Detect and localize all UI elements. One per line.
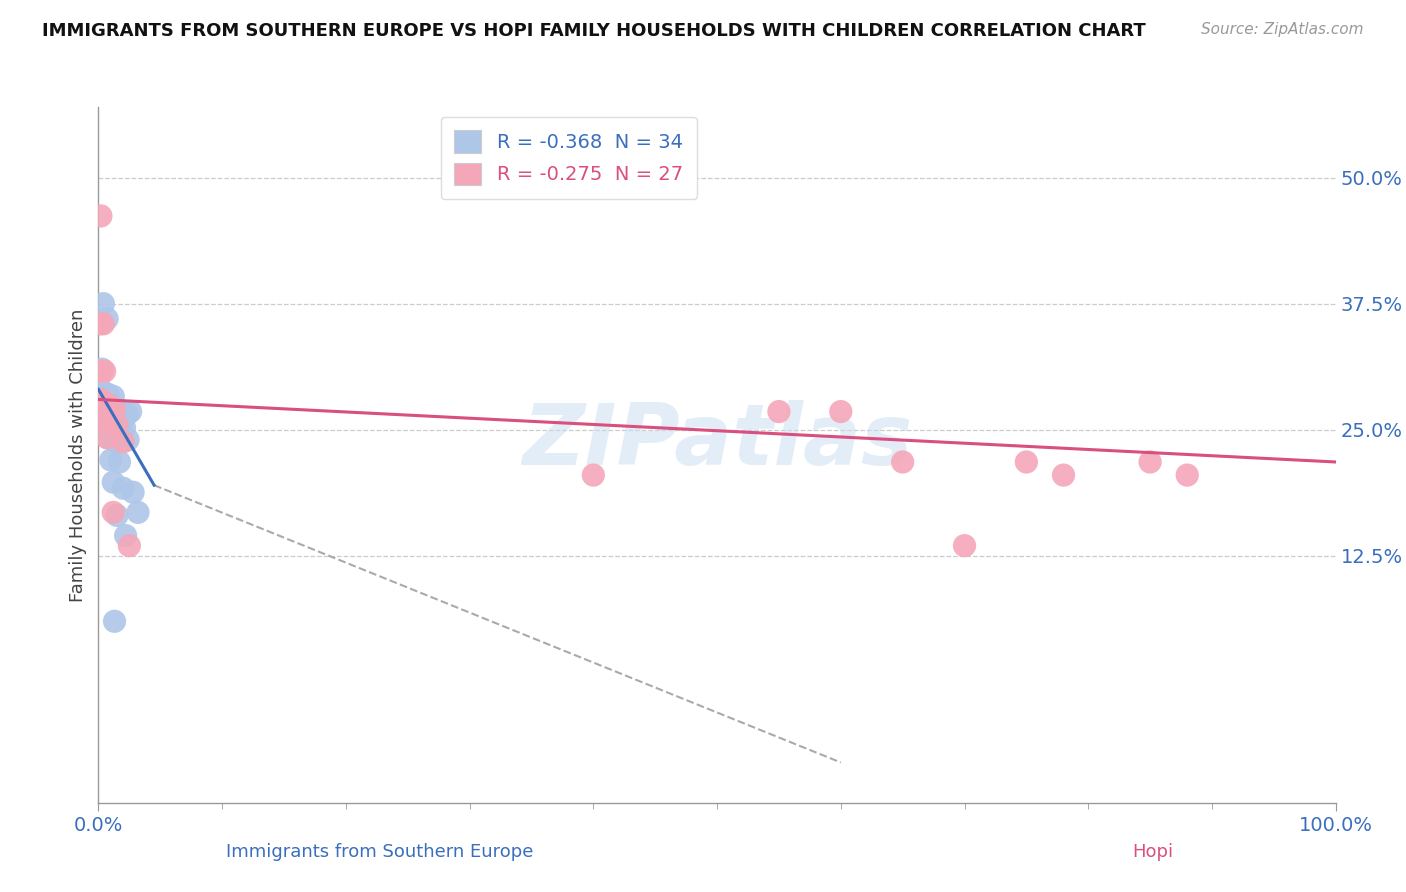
Point xyxy=(103,505,125,519)
Point xyxy=(112,481,135,495)
Point xyxy=(108,455,131,469)
Point xyxy=(90,209,112,223)
Point xyxy=(768,404,790,418)
Text: Hopi: Hopi xyxy=(1132,843,1174,861)
Point xyxy=(93,412,115,426)
Text: Source: ZipAtlas.com: Source: ZipAtlas.com xyxy=(1201,22,1364,37)
Point xyxy=(91,362,114,376)
Point xyxy=(120,404,142,418)
Point xyxy=(89,397,111,411)
Point xyxy=(127,505,149,519)
Point xyxy=(891,455,914,469)
Y-axis label: Family Households with Children: Family Households with Children xyxy=(69,309,87,601)
Point xyxy=(90,392,112,407)
Point xyxy=(96,431,118,445)
Point xyxy=(112,420,135,434)
Point xyxy=(112,434,135,449)
Point xyxy=(582,468,605,483)
Point xyxy=(830,404,852,418)
Point xyxy=(104,434,127,449)
Point xyxy=(1175,468,1198,483)
Point xyxy=(94,397,117,411)
Point xyxy=(118,539,141,553)
Point xyxy=(103,389,125,403)
Point xyxy=(100,401,122,415)
Point xyxy=(93,317,115,331)
Text: IMMIGRANTS FROM SOUTHERN EUROPE VS HOPI FAMILY HOUSEHOLDS WITH CHILDREN CORRELAT: IMMIGRANTS FROM SOUTHERN EUROPE VS HOPI … xyxy=(42,22,1146,40)
Point xyxy=(105,402,128,417)
Point xyxy=(91,364,114,378)
Point xyxy=(98,415,121,429)
Point xyxy=(100,453,122,467)
Point xyxy=(1015,455,1038,469)
Point xyxy=(97,387,120,401)
Point xyxy=(96,311,118,326)
Point xyxy=(1052,468,1074,483)
Point xyxy=(105,508,128,523)
Point xyxy=(953,539,976,553)
Point xyxy=(96,417,118,432)
Point xyxy=(114,528,136,542)
Point xyxy=(98,401,121,415)
Point xyxy=(122,485,145,500)
Point xyxy=(1139,455,1161,469)
Point xyxy=(105,417,128,432)
Point xyxy=(103,475,125,490)
Text: ZIPatlas: ZIPatlas xyxy=(522,400,912,483)
Point xyxy=(103,615,125,629)
Point xyxy=(94,397,117,411)
Point xyxy=(103,402,125,417)
Point xyxy=(100,402,122,417)
Point xyxy=(89,317,111,331)
Point xyxy=(110,417,132,432)
Point xyxy=(115,408,138,422)
Point xyxy=(90,383,112,397)
Point xyxy=(97,431,120,445)
Point xyxy=(93,364,115,378)
Legend: R = -0.368  N = 34, R = -0.275  N = 27: R = -0.368 N = 34, R = -0.275 N = 27 xyxy=(440,117,696,199)
Point xyxy=(112,404,135,418)
Point xyxy=(93,387,115,401)
Point xyxy=(97,397,120,411)
Point xyxy=(93,394,115,409)
Point xyxy=(93,296,115,310)
Point xyxy=(103,404,125,418)
Point xyxy=(93,401,115,415)
Point xyxy=(117,433,139,447)
Point xyxy=(91,394,114,409)
Text: Immigrants from Southern Europe: Immigrants from Southern Europe xyxy=(226,843,533,861)
Point xyxy=(101,416,124,430)
